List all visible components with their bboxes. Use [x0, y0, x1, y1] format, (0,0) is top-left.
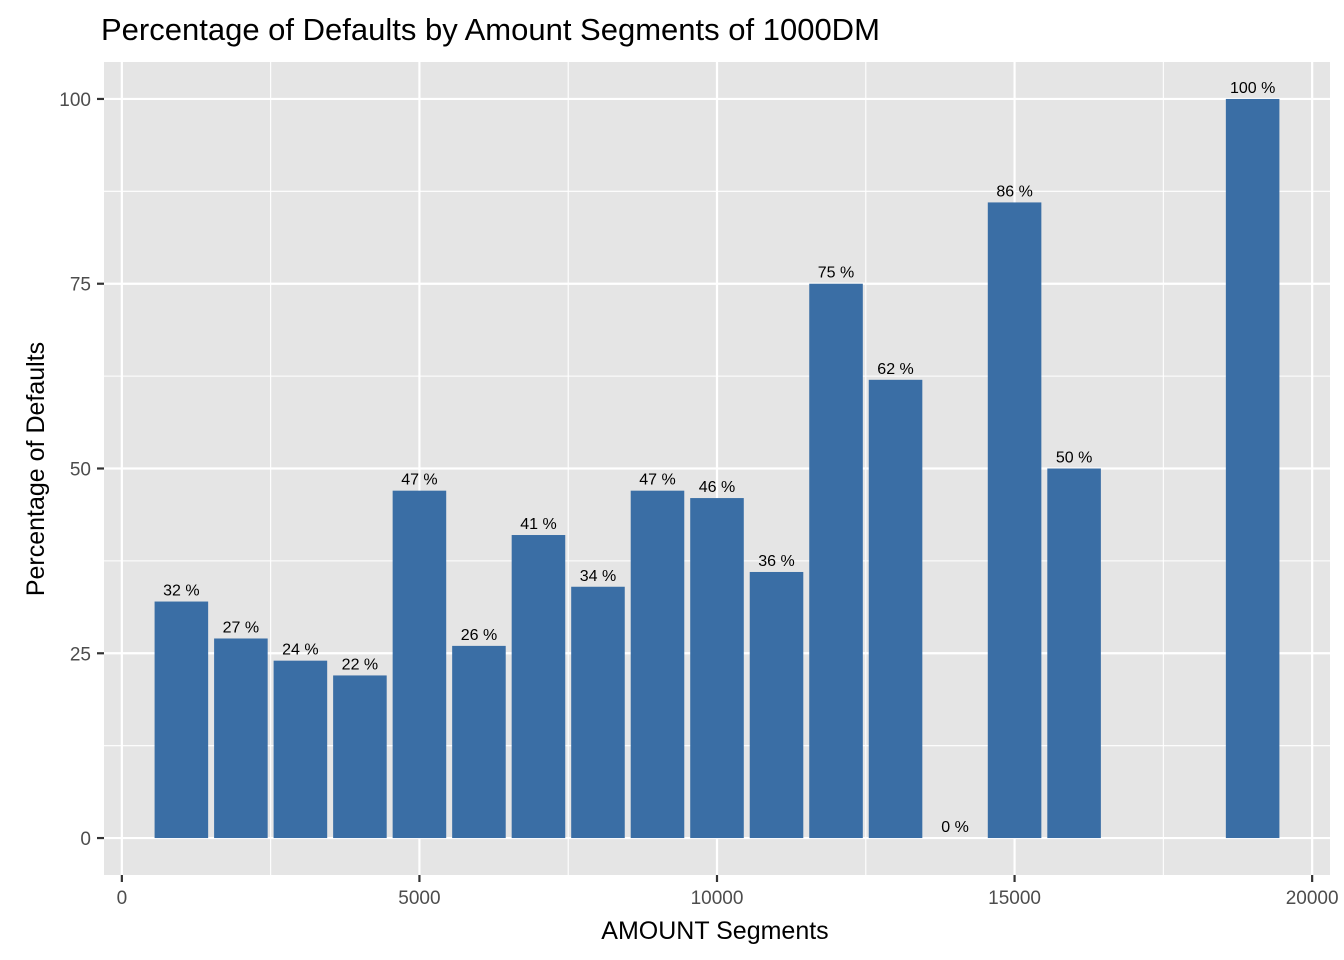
y-tick-label: 75	[70, 275, 91, 296]
bar	[1225, 98, 1280, 839]
bar	[630, 490, 685, 839]
x-axis: 0 5000 10000 15000 20000	[117, 875, 1339, 909]
data-label: 100 %	[1230, 80, 1275, 97]
x-tick-label: 0	[117, 888, 128, 909]
bar	[987, 202, 1042, 839]
y-axis: 0 25 50 75 100	[59, 90, 104, 850]
data-labels: 32 % 27 % 24 % 22 % 47 % 26 % 41 % 34 % 47 % 46 %…	[163, 80, 1275, 836]
y-tick-label: 100	[59, 90, 91, 111]
bar	[452, 645, 506, 839]
data-label: 75 %	[818, 265, 854, 282]
x-tick-label: 5000	[398, 888, 440, 909]
y-tick-label: 50	[70, 460, 91, 481]
data-label: 0 %	[941, 819, 969, 836]
data-label: 86 %	[996, 183, 1032, 200]
bar	[809, 283, 863, 839]
bars	[154, 98, 1280, 839]
bar	[1047, 468, 1101, 839]
x-tick-label: 20000	[1286, 888, 1339, 909]
bar	[214, 638, 268, 839]
data-label: 36 %	[758, 553, 794, 570]
bar	[511, 535, 566, 839]
bar	[749, 571, 804, 839]
bar	[868, 379, 923, 839]
bar	[571, 586, 625, 839]
data-label: 27 %	[223, 619, 259, 636]
data-label: 22 %	[342, 656, 378, 673]
bar	[392, 490, 447, 839]
y-axis-title: Percentage of Defaults	[22, 342, 50, 596]
x-tick-label: 10000	[691, 888, 744, 909]
x-tick-label: 15000	[988, 888, 1041, 909]
data-label: 47 %	[639, 472, 675, 489]
chart-title: Percentage of Defaults by Amount Segment…	[101, 12, 880, 47]
y-tick-label: 25	[70, 644, 91, 665]
y-tick-label: 0	[80, 829, 91, 850]
bar	[154, 601, 209, 839]
bar	[690, 498, 744, 839]
data-label: 46 %	[699, 479, 735, 496]
data-label: 32 %	[163, 583, 199, 600]
data-label: 41 %	[520, 516, 556, 533]
data-label: 50 %	[1056, 450, 1092, 467]
x-axis-title: AMOUNT Segments	[601, 917, 828, 945]
data-label: 26 %	[461, 627, 497, 644]
data-label: 24 %	[282, 642, 318, 659]
bar	[333, 675, 387, 839]
data-label: 34 %	[580, 568, 616, 585]
data-label: 62 %	[877, 361, 913, 378]
bar	[273, 660, 328, 839]
data-label: 47 %	[401, 472, 437, 489]
